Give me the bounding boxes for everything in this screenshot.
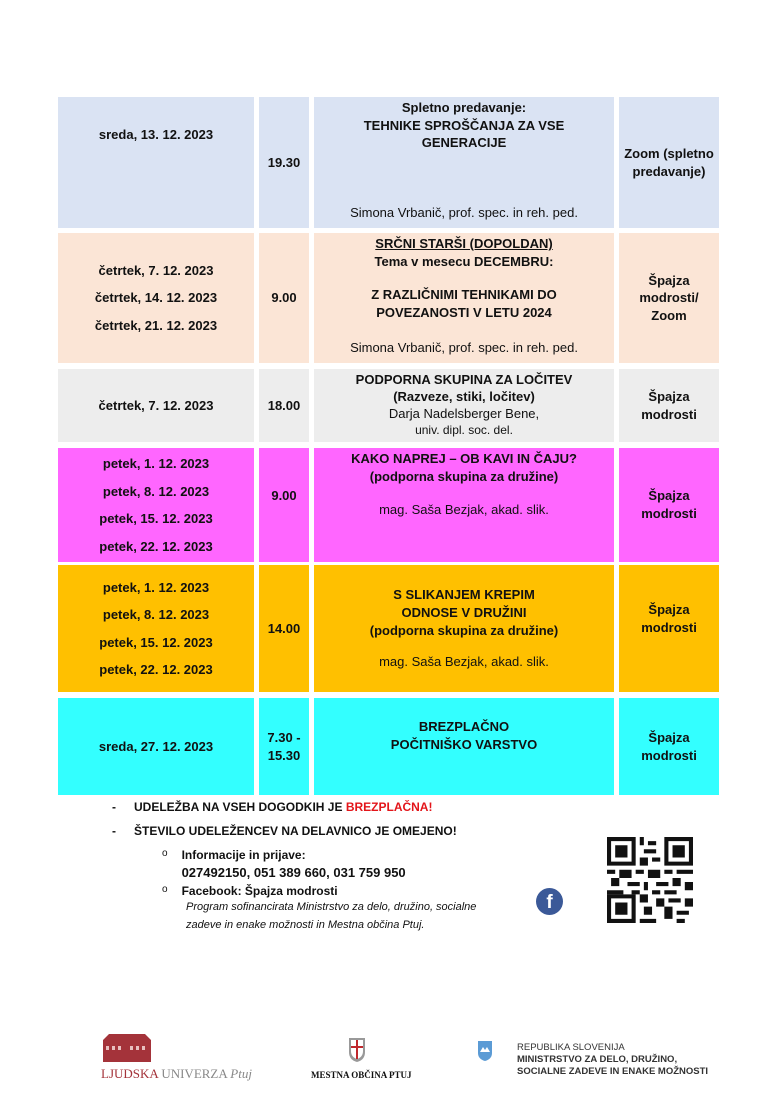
- subtitle: Tema v mesecu DECEMBRU:: [374, 253, 554, 269]
- date-cell: petek, 1. 12. 2023 petek, 8. 12. 2023 pete…: [58, 565, 254, 692]
- event-row: petek, 1. 12. 2023 petek, 8. 12. 2023 pete…: [58, 448, 720, 562]
- date: petek, 1. 12. 2023: [102, 579, 210, 595]
- author: mag. Saša Bezjak, akad. slik.: [379, 654, 549, 670]
- bullet: o: [162, 848, 168, 859]
- mestna-obcina-name: MESTNA OBČINA PTUJ: [311, 1070, 412, 1080]
- subtitle: (podporna skupina za družine): [369, 468, 559, 484]
- limited-note: ŠTEVILO UDELEŽENCEV NA DELAVNICO JE OMEJ…: [134, 824, 457, 838]
- facebook-text: Facebook: Špajza modrosti: [181, 884, 338, 898]
- bullet: o: [162, 884, 168, 895]
- date: sreda, 13. 12. 2023: [98, 127, 214, 142]
- footer-logos: LJUDSKA UNIVERZA Ptuj MESTNA OBČINA PTUJ…: [0, 1032, 778, 1082]
- date: četrtek, 7. 12. 2023: [98, 397, 214, 413]
- ptuj-coat-of-arms-icon: [349, 1038, 365, 1062]
- author: Simona Vrbanič, prof. spec. in reh. ped.: [350, 205, 578, 221]
- location-cell: Špajza modrosti: [619, 565, 719, 692]
- funding-note: Program sofinancirata Ministrstvo za del…: [186, 901, 477, 913]
- date: petek, 15. 12. 2023: [99, 634, 213, 650]
- description-cell: KAKO NAPREJ – OB KAVI IN ČAJU? (podporna…: [314, 448, 614, 562]
- bullet: -: [112, 824, 116, 838]
- lu-part: UNIVERZA: [158, 1066, 231, 1081]
- ljudska-univerza-name: LJUDSKA UNIVERZA Ptuj: [101, 1066, 252, 1082]
- event-title: BREZPLAČNO POČITNIŠKO VARSTVO: [390, 719, 538, 752]
- qr-code[interactable]: [607, 837, 693, 923]
- location-cell: Špajza modrosti/ Zoom: [619, 233, 719, 363]
- ministry-name: MINISTRSTVO ZA DELO, DRUŽINO,: [517, 1054, 678, 1065]
- description-cell: S SLIKANJEM KREPIM ODNOSE V DRUŽINI (pod…: [314, 565, 614, 692]
- lu-part: LJUDSKA: [101, 1066, 159, 1081]
- event-row: sreda, 13. 12. 2023 19.30 Spletno predav…: [58, 97, 720, 228]
- phones: 027492150, 051 389 660, 031 759 950: [181, 865, 406, 880]
- event-title: S SLIKANJEM KREPIM ODNOSE V DRUŽINI: [393, 587, 535, 620]
- ministry-name: SOCIALNE ZADEVE IN ENAKE MOŽNOSTI: [517, 1066, 709, 1077]
- description-cell: PODPORNA SKUPINA ZA LOČITEV (Razveze, st…: [314, 369, 614, 442]
- location-cell: Zoom (spletno predavanje): [619, 97, 719, 228]
- date-cell: četrtek, 7. 12. 2023: [58, 369, 254, 442]
- location-cell: Špajza modrosti: [619, 448, 719, 562]
- subtitle: (Razveze, stiki, ločitev): [393, 389, 535, 405]
- free-highlight: BREZPLAČNA!: [345, 800, 433, 814]
- event-row: sreda, 27. 12. 2023 7.30 - 15.30 BREZPLA…: [58, 698, 720, 795]
- author: mag. Saša Bezjak, akad. slik.: [379, 502, 549, 518]
- slovenia-coat-of-arms-icon: [478, 1041, 492, 1061]
- event-title: PODPORNA SKUPINA ZA LOČITEV: [355, 372, 573, 388]
- date: petek, 22. 12. 2023: [99, 538, 213, 554]
- date: sreda, 27. 12. 2023: [98, 738, 214, 754]
- date: četrtek, 21. 12. 2023: [94, 317, 218, 333]
- date: četrtek, 7. 12. 2023: [98, 262, 214, 278]
- author-title: univ. dipl. soc. del.: [415, 423, 513, 438]
- date: petek, 22. 12. 2023: [99, 662, 213, 677]
- date: petek, 8. 12. 2023: [102, 607, 210, 622]
- date: petek, 8. 12. 2023: [102, 483, 210, 499]
- info-label: Informacije in prijave:: [181, 848, 306, 862]
- description-cell: SRČNI STARŠI (DOPOLDAN) Tema v mesecu DE…: [314, 233, 614, 363]
- event-row: četrtek, 7. 12. 2023 četrtek, 14. 12. 202…: [58, 233, 720, 363]
- facebook-icon[interactable]: f: [536, 888, 563, 915]
- time-cell: 7.30 - 15.30: [259, 698, 309, 795]
- funding-note: zadeve in enake možnosti in Mestna občin…: [186, 919, 425, 931]
- event-title: TEHNIKE SPROŠČANJA ZA VSE GENERACIJE: [363, 117, 565, 151]
- location-cell: Špajza modrosti: [619, 698, 719, 795]
- date-cell: sreda, 13. 12. 2023: [58, 97, 254, 228]
- event-title: SRČNI STARŠI (DOPOLDAN): [375, 236, 553, 251]
- time-cell: 9.00: [259, 448, 309, 562]
- lu-part: Ptuj: [230, 1066, 252, 1081]
- republic-name: REPUBLIKA SLOVENIJA: [517, 1042, 625, 1053]
- date-cell: petek, 1. 12. 2023 petek, 8. 12. 2023 pete…: [58, 448, 254, 562]
- ministry-logo-text: REPUBLIKA SLOVENIJA MINISTRSTVO ZA DELO,…: [517, 1042, 708, 1078]
- notes: - UDELEŽBA NA VSEH DOGODKIH JE BREZPLAČNA…: [112, 800, 476, 934]
- description-cell: BREZPLAČNO POČITNIŠKO VARSTVO: [314, 698, 614, 795]
- free-note: UDELEŽBA NA VSEH DOGODKIH JE BREZPLAČNA!: [134, 800, 432, 814]
- event-row: četrtek, 7. 12. 2023 18.00 PODPORNA SKUP…: [58, 369, 720, 442]
- date-cell: sreda, 27. 12. 2023: [58, 698, 254, 795]
- subtitle: Spletno predavanje:: [401, 100, 527, 115]
- description-cell: Spletno predavanje: TEHNIKE SPROŠČANJA Z…: [314, 97, 614, 228]
- time-cell: 18.00: [259, 369, 309, 442]
- bullet: -: [112, 800, 116, 814]
- note-text: UDELEŽBA NA VSEH DOGODKIH JE: [134, 800, 346, 814]
- date: četrtek, 14. 12. 2023: [94, 290, 218, 306]
- date: petek, 1. 12. 2023: [102, 456, 210, 471]
- location-cell: Špajza modrosti: [619, 369, 719, 442]
- event-title: KAKO NAPREJ – OB KAVI IN ČAJU?: [351, 451, 577, 466]
- time-cell: 9.00: [259, 233, 309, 363]
- date: petek, 15. 12. 2023: [99, 511, 213, 526]
- subtitle: (podporna skupina za družine): [369, 622, 559, 638]
- ljudska-univerza-logo-icon: [103, 1034, 151, 1062]
- author: Darja Nadelsberger Bene,: [388, 406, 540, 422]
- time-cell: 14.00: [259, 565, 309, 692]
- author: Simona Vrbanič, prof. spec. in reh. ped.: [350, 340, 578, 356]
- date-cell: četrtek, 7. 12. 2023 četrtek, 14. 12. 202…: [58, 233, 254, 363]
- time-cell: 19.30: [259, 97, 309, 228]
- event-row: petek, 1. 12. 2023 petek, 8. 12. 2023 pete…: [58, 565, 720, 692]
- topic: Z RAZLIČNIMI TEHNIKAMI DO POVEZANOSTI V …: [371, 287, 557, 320]
